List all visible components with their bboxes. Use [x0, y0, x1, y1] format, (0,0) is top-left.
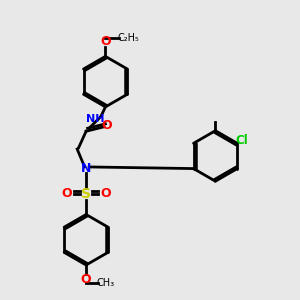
Text: O: O [100, 35, 111, 48]
Text: O: O [100, 187, 111, 200]
Text: O: O [102, 119, 112, 132]
Text: C₂H₅: C₂H₅ [118, 33, 140, 43]
Text: CH₃: CH₃ [96, 278, 115, 289]
Text: S: S [81, 187, 91, 201]
Text: O: O [61, 187, 72, 200]
Text: N: N [81, 162, 91, 175]
Text: Cl: Cl [236, 134, 248, 147]
Text: NH: NH [86, 114, 104, 124]
Text: O: O [81, 273, 92, 286]
